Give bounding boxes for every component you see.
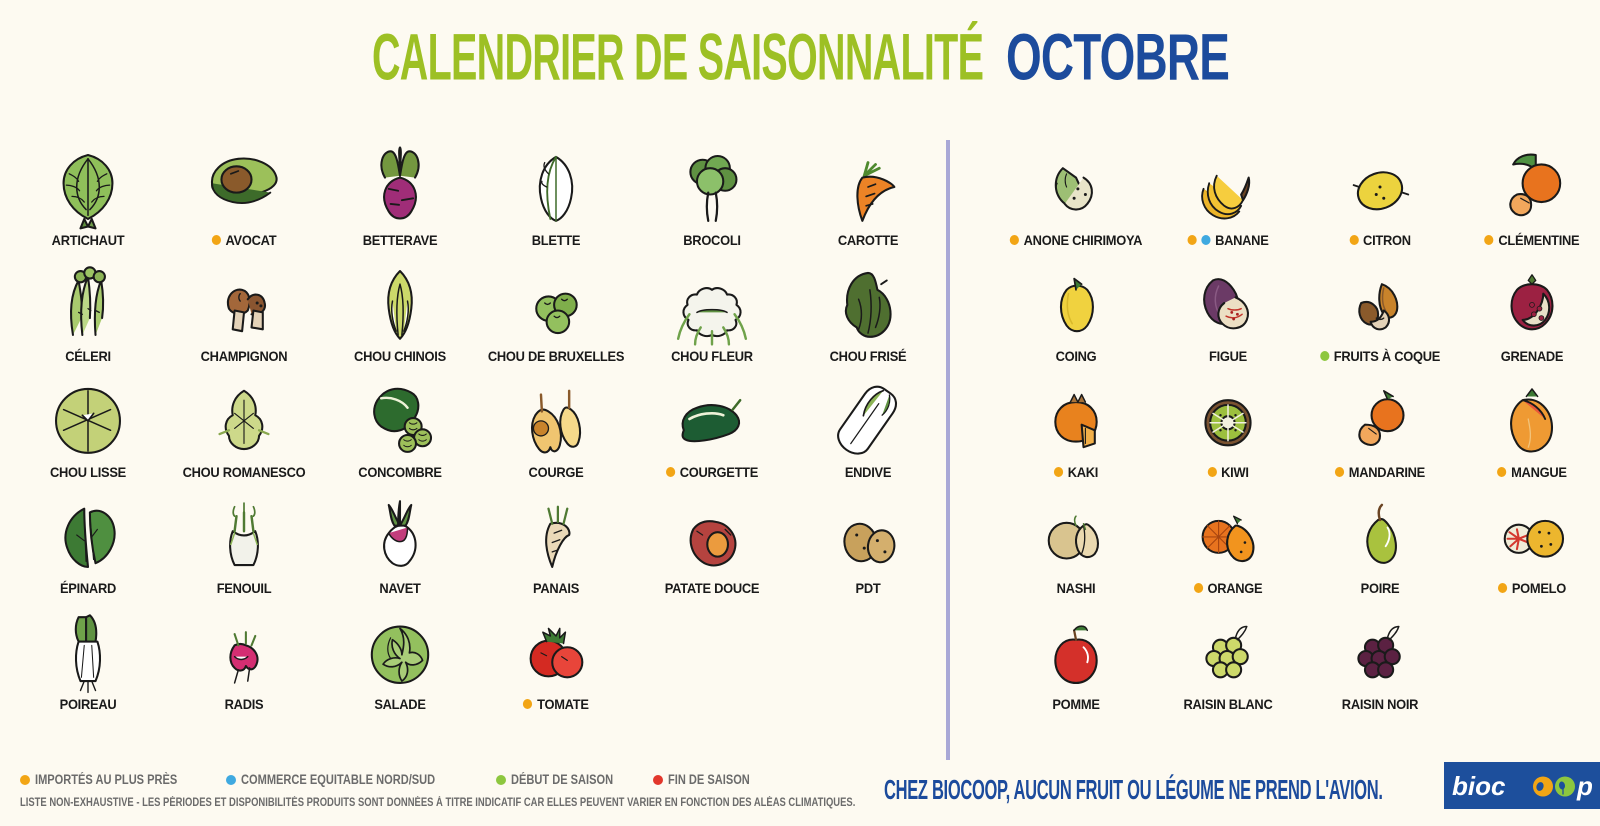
svg-text:p: p xyxy=(1576,771,1592,801)
svg-text:bioc: bioc xyxy=(1452,771,1506,801)
